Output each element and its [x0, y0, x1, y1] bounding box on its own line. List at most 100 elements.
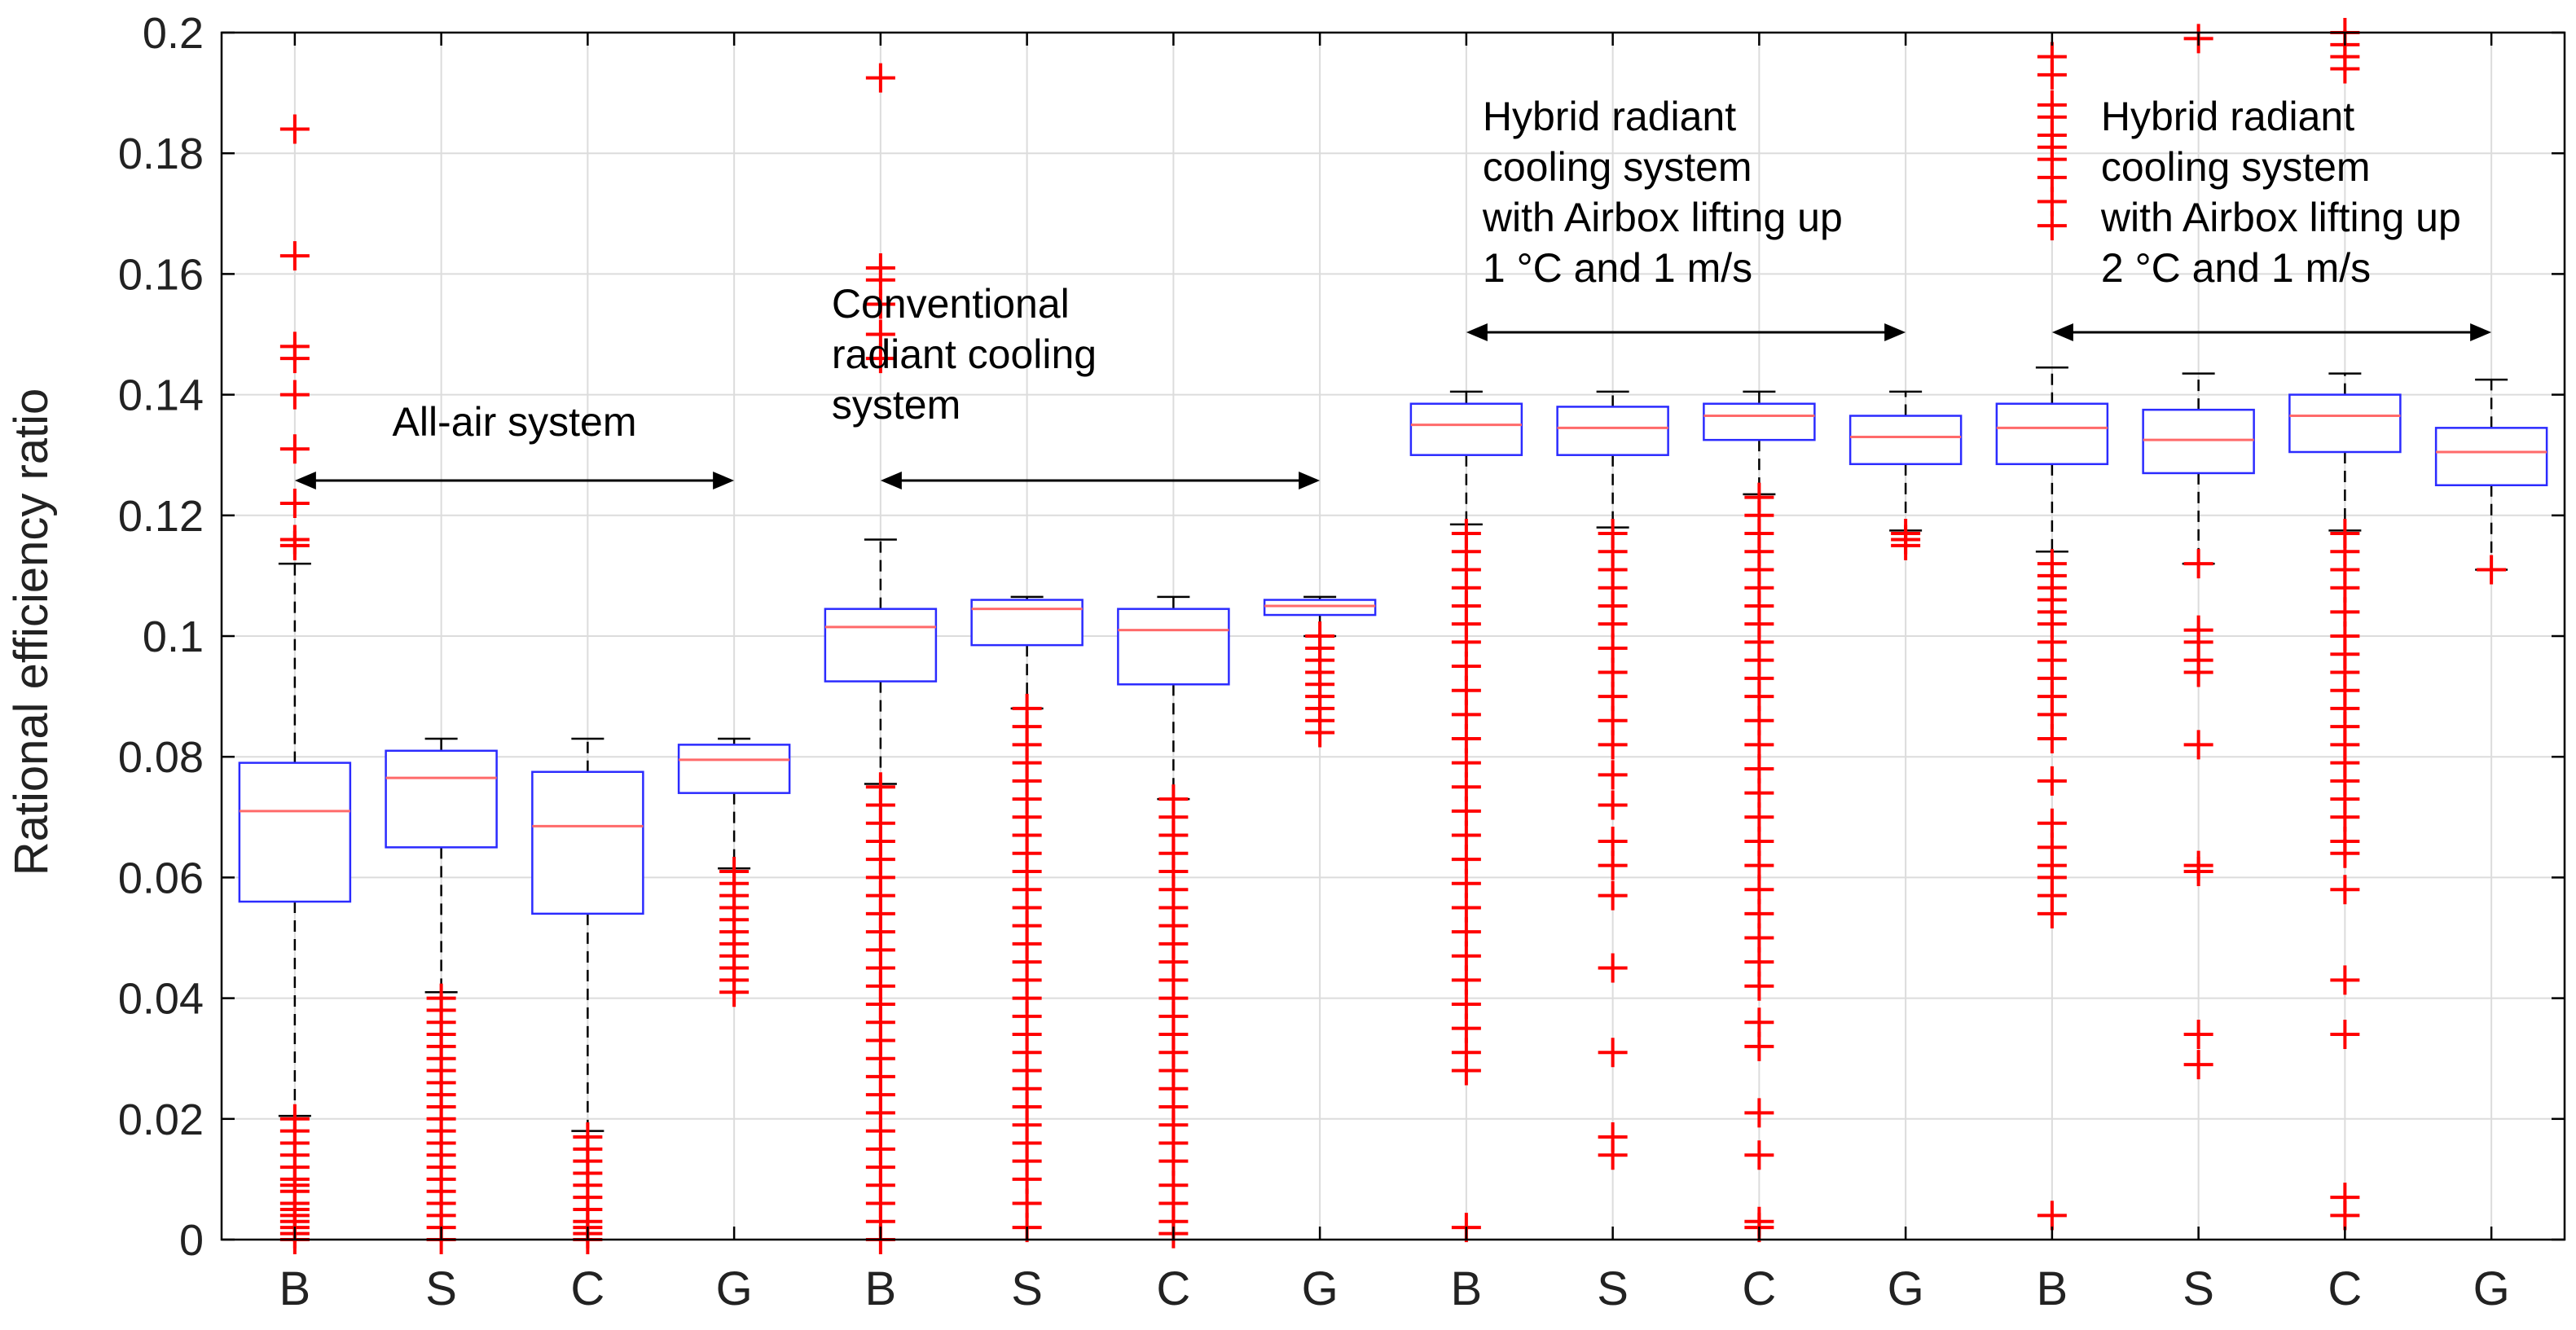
group-label-line: system	[832, 382, 961, 428]
group-label-line: cooling system	[1483, 144, 1752, 190]
group-annotations: All-air system Conventional radiant coolin…	[294, 94, 2492, 489]
outlier-point	[1744, 1140, 1774, 1170]
box-3-B	[1409, 390, 1523, 1243]
outlier-point	[2037, 211, 2067, 241]
outlier-point	[279, 380, 310, 410]
x-tick-label: B	[1451, 1262, 1483, 1315]
outlier-point	[2183, 549, 2213, 579]
outlier-point	[2183, 1050, 2213, 1080]
outlier-point	[1891, 530, 1921, 560]
group-label-4: Hybrid radiant cooling system with Airbox …	[2100, 94, 2461, 291]
outlier-point	[2330, 965, 2360, 995]
outlier-point	[865, 344, 895, 374]
outlier-point	[1598, 1140, 1628, 1170]
outlier-point	[1598, 790, 1628, 820]
group-arrow-2	[880, 472, 1321, 489]
outlier-point	[279, 344, 310, 374]
box-iqr	[824, 608, 938, 683]
box-iqr	[1409, 402, 1523, 456]
group-label-line: with Airbox lifting up	[2100, 195, 2461, 240]
outlier-point	[279, 434, 310, 464]
x-tick-label: S	[425, 1262, 457, 1315]
group-label-line: with Airbox lifting up	[1482, 195, 1843, 240]
group-label-line: Hybrid radiant	[1483, 94, 1736, 139]
x-tick-label: S	[2183, 1262, 2214, 1315]
x-tick-label: G	[716, 1262, 753, 1315]
group-label-line: radiant cooling	[832, 331, 1097, 377]
y-tick-label: 0.1	[143, 612, 204, 661]
x-tick-label: G	[1888, 1262, 1924, 1315]
arrow-head-right	[1299, 472, 1321, 489]
outlier-point	[2037, 766, 2067, 796]
outlier-point	[2183, 657, 2213, 687]
outlier-point	[719, 977, 750, 1007]
box-iqr	[2288, 393, 2402, 454]
arrow-head-left	[294, 472, 316, 489]
y-tick-label: 0.2	[143, 9, 204, 58]
box-iqr	[238, 762, 352, 903]
x-tick-label: G	[2473, 1262, 2510, 1315]
box-iqr	[531, 770, 644, 915]
group-arrow-1	[294, 472, 735, 489]
outlier-point	[279, 530, 310, 560]
box-4-S	[2142, 24, 2255, 1080]
box-2-C	[1117, 595, 1230, 1249]
box-3-S	[1556, 390, 1669, 1170]
box-3-G	[1848, 390, 1963, 560]
arrow-head-right	[713, 472, 735, 489]
outlier-point	[865, 289, 895, 319]
box-2-G	[1263, 595, 1377, 748]
outlier-point	[1744, 971, 1774, 1001]
outlier-point	[1451, 1056, 1481, 1086]
y-tick-label: 0.04	[118, 975, 204, 1024]
outlier-point	[2037, 59, 2067, 90]
outlier-point	[1744, 1031, 1774, 1061]
box-iqr	[677, 744, 791, 794]
outlier-point	[2330, 1020, 2360, 1050]
arrow-head-left	[2051, 323, 2073, 341]
outlier-point	[1598, 850, 1628, 880]
group-label-2: Conventional radiant cooling system	[832, 281, 1097, 428]
arrow-head-left	[1466, 323, 1488, 341]
box-iqr	[1263, 599, 1377, 617]
box-iqr	[1556, 406, 1669, 456]
box-4-B	[1995, 42, 2109, 1231]
outlier-point	[865, 63, 895, 93]
y-tick-label: 0.06	[118, 854, 204, 902]
group-label-1: All-air system	[392, 399, 636, 445]
outlier-point	[279, 114, 310, 144]
x-tick-label: C	[1156, 1262, 1190, 1315]
outlier-point	[2330, 54, 2360, 84]
x-tick-label: B	[2037, 1262, 2068, 1315]
box-iqr	[970, 599, 1084, 647]
outlier-point	[1598, 760, 1628, 790]
outlier-point	[1598, 880, 1628, 911]
outlier-point	[2183, 856, 2213, 886]
y-tick-label: 0.08	[118, 733, 204, 782]
x-tick-label: B	[865, 1262, 897, 1315]
group-label-line: cooling system	[2101, 144, 2371, 190]
y-tick-label: 0.12	[118, 492, 204, 541]
outlier-point	[2037, 1201, 2067, 1231]
box-iqr	[2434, 427, 2548, 486]
box-iqr	[1995, 402, 2109, 466]
box-1-C	[531, 737, 644, 1254]
box-4-G	[2434, 378, 2548, 585]
outlier-point	[2330, 875, 2360, 905]
x-tick-label: G	[1302, 1262, 1339, 1315]
group-label-line: Hybrid radiant	[2101, 94, 2354, 139]
arrow-head-right	[1884, 323, 1906, 341]
group-label-line: 2 °C and 1 m/s	[2101, 245, 2371, 291]
outlier-point	[1744, 1098, 1774, 1128]
outlier-point	[2183, 1020, 2213, 1050]
outlier-point	[2330, 838, 2360, 868]
box-iqr	[385, 749, 498, 849]
y-tick-label: 0.18	[118, 129, 204, 178]
box-iqr	[2142, 408, 2255, 475]
outlier-point	[1305, 718, 1335, 748]
outlier-point	[1598, 1038, 1628, 1068]
y-tick-label: 0.16	[118, 250, 204, 299]
x-tick-label: C	[2328, 1262, 2362, 1315]
x-tick-label: S	[1597, 1262, 1629, 1315]
axes: 0 0.02 0.04 0.06 0.08 0.1 0.12 0.14 0.16 0.18 0.2 B…	[118, 9, 2565, 1315]
